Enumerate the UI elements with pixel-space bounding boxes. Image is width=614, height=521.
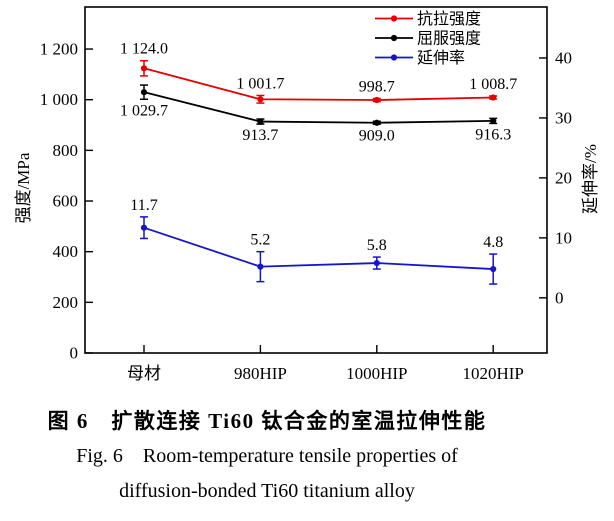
data-point-marker	[257, 96, 264, 103]
series-line-2	[143, 226, 494, 270]
right-axis-tick-label: 30	[555, 108, 572, 127]
right-axis-tick-label: 10	[555, 228, 572, 247]
legend-label-0: 抗拉强度	[417, 10, 481, 28]
caption-english-line2: diffusion-bonded Ti60 titanium alloy	[119, 480, 415, 502]
data-point-marker	[490, 94, 497, 101]
legend-swatch-marker-0	[390, 15, 398, 22]
caption-chinese: 图 6 扩散连接 Ti60 钛合金的室温拉伸性能	[47, 409, 487, 433]
point-label: 5.2	[250, 232, 270, 249]
legend-label-1: 屈服强度	[417, 30, 481, 48]
point-label: 1 001.7	[236, 75, 284, 92]
data-point-marker	[373, 259, 380, 267]
right-axis-tick-label: 0	[555, 288, 564, 307]
x-axis-tick-label: 980HIP	[234, 364, 287, 383]
data-point-marker	[140, 89, 148, 96]
caption-english-line1: Fig. 6 Room-temperature tensile properti…	[76, 445, 458, 467]
data-point-marker	[373, 96, 380, 104]
right-axis-tick-label: 40	[555, 48, 572, 67]
y-axis-left-title: 强度/MPa	[14, 152, 33, 223]
data-point-marker	[140, 224, 148, 231]
left-axis-tick-label: 1 000	[40, 90, 78, 109]
data-point-marker	[490, 117, 497, 125]
tensile-properties-chart: 0 200 400 600 800 1 000 1 200 0 10 20 30 40 母材 980HIP…	[14, 6, 600, 383]
x-axis-tick-label: 母材	[127, 364, 161, 383]
point-label: 913.7	[242, 127, 278, 144]
point-label: 11.7	[130, 197, 157, 214]
left-axis-tick-label: 600	[53, 192, 79, 211]
figure-caption: 图 6 扩散连接 Ti60 钛合金的室温拉伸性能 Fig. 6 Room-tem…	[0, 403, 534, 509]
data-point-marker	[490, 265, 497, 273]
series-line-1	[143, 91, 494, 124]
left-axis-tick-label: 0	[70, 344, 79, 363]
data-point-marker	[140, 65, 148, 72]
x-axis-tick-label: 1000HIP	[346, 364, 407, 383]
point-label: 909.0	[359, 127, 395, 144]
left-axis-tick-label: 1 200	[40, 40, 78, 59]
data-point-marker	[257, 118, 264, 125]
point-label: 1 029.7	[120, 102, 168, 119]
right-axis-tick-label: 20	[555, 168, 572, 187]
plot-border	[84, 6, 548, 354]
legend-label-2: 延伸率	[417, 49, 465, 67]
point-label: 998.7	[359, 79, 395, 96]
point-label: 1 124.0	[120, 41, 168, 58]
point-label: 5.8	[367, 237, 387, 254]
point-label: 916.3	[475, 126, 511, 143]
left-axis-tick-label: 400	[53, 242, 79, 261]
point-label: 1 008.7	[469, 76, 517, 93]
left-axis-tick-label: 200	[53, 293, 79, 312]
x-axis-tick-label: 1020HIP	[462, 364, 523, 383]
legend-swatch-marker-1	[390, 34, 398, 42]
series-line-0	[143, 67, 494, 101]
point-label: 4.8	[483, 234, 503, 251]
data-point-marker	[257, 263, 264, 270]
left-axis-tick-label: 800	[53, 141, 79, 160]
data-point-marker	[373, 119, 380, 126]
y-axis-right-title: 延伸率/%	[581, 144, 600, 214]
legend-swatch-marker-2	[390, 54, 398, 61]
